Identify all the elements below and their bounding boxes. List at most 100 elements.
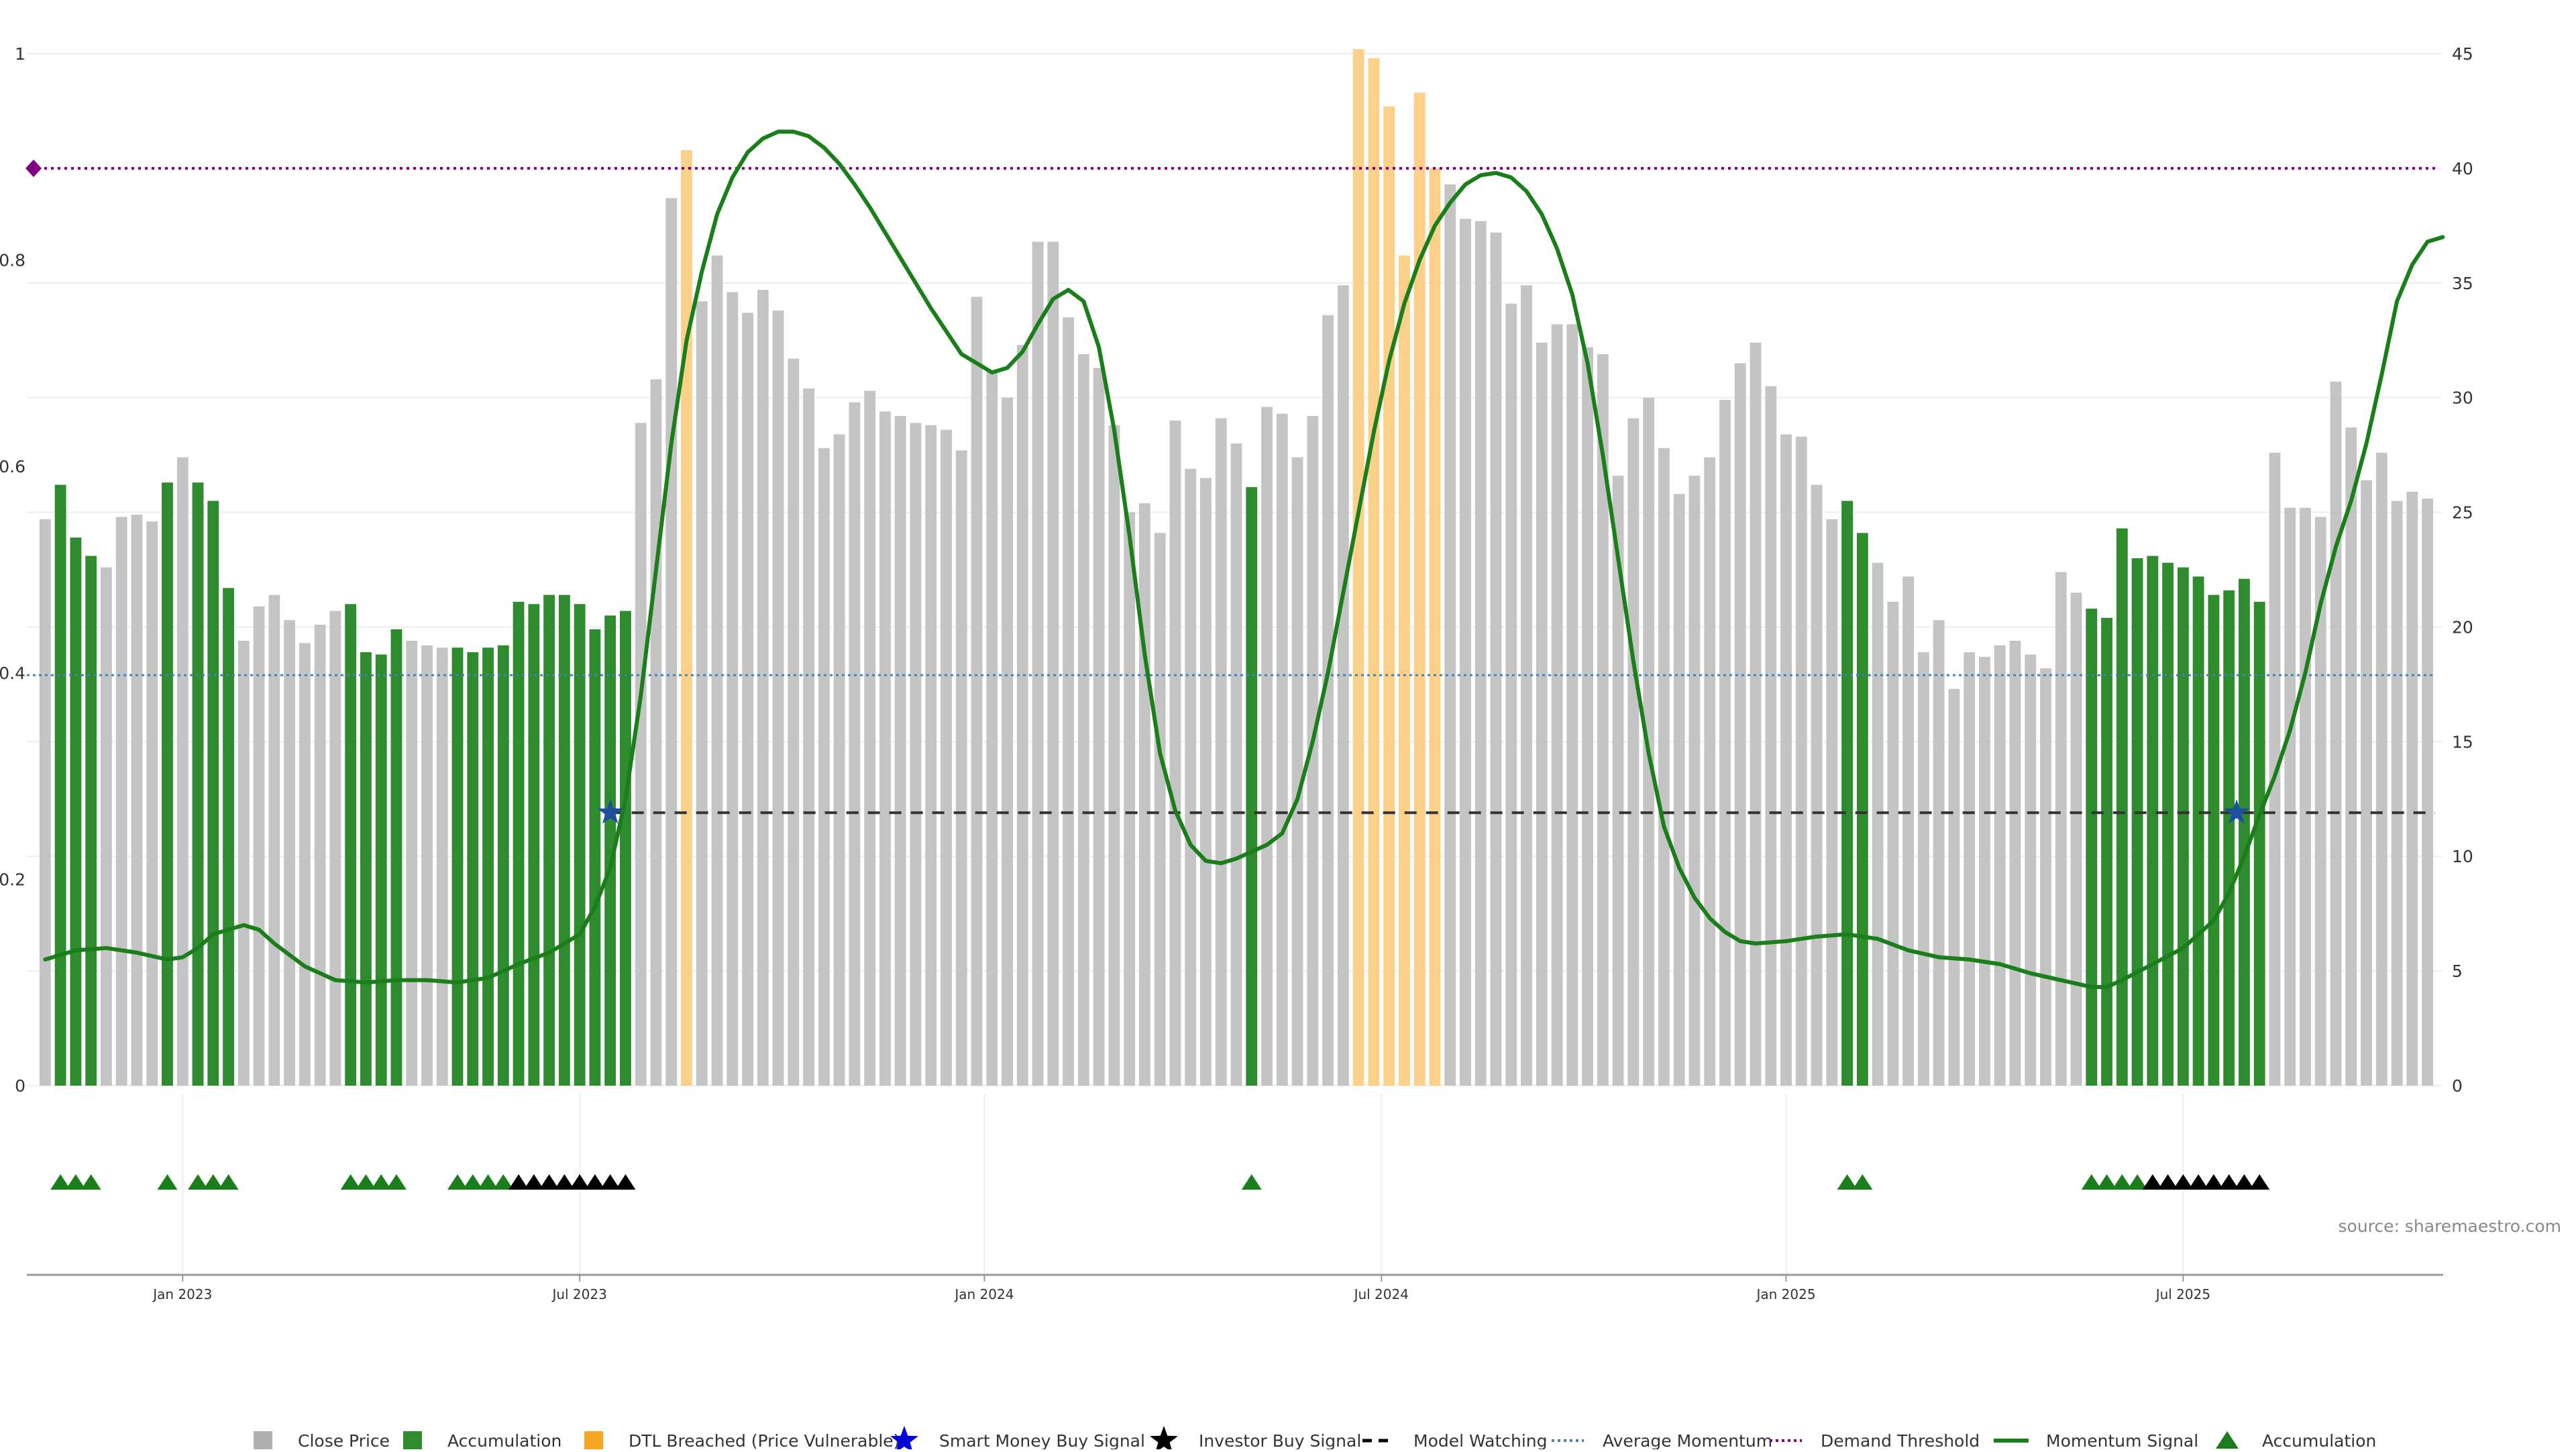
close-price-bar xyxy=(1612,475,1624,1086)
accumulation-triangle xyxy=(50,1174,71,1190)
close-price-bar xyxy=(1276,413,1288,1086)
close-price-bar xyxy=(2269,452,2281,1086)
close-price-bar xyxy=(1536,342,1548,1086)
legend-item-mom: Momentum Signal xyxy=(1994,1431,2198,1451)
right-axis-tick-label: 40 xyxy=(2452,159,2473,178)
investor-buy-triangle xyxy=(2203,1174,2224,1190)
accumulation-triangle xyxy=(386,1174,407,1190)
close-price-bar xyxy=(650,379,662,1086)
accumulation-bar xyxy=(2239,578,2250,1086)
close-price-bar xyxy=(1811,484,1823,1086)
close-price-bar xyxy=(1291,457,1303,1086)
accumulation-bar xyxy=(482,647,494,1086)
close-price-bar xyxy=(2314,517,2326,1086)
accumulation-bar xyxy=(207,501,219,1086)
accumulation-bar xyxy=(162,482,173,1086)
close-price-bar xyxy=(1215,418,1227,1086)
close-price-bar xyxy=(1933,620,1945,1086)
accumulation-bar xyxy=(620,611,631,1086)
right-axis-tick-label: 20 xyxy=(2452,617,2473,637)
accumulation-triangle xyxy=(1837,1174,1858,1190)
accumulation-bar xyxy=(2208,594,2220,1086)
investor-buy-triangle xyxy=(570,1174,590,1190)
close-price-bar xyxy=(1765,386,1777,1086)
close-price-bar xyxy=(421,645,433,1086)
dtl-breached-bar xyxy=(1352,49,1364,1086)
close-price-bar xyxy=(1460,219,1471,1086)
close-price-bar xyxy=(1917,652,1929,1086)
close-price-bar xyxy=(1016,345,1028,1086)
close-price-bar xyxy=(131,514,143,1086)
accumulation-triangle xyxy=(1241,1174,1262,1190)
accumulation-bar xyxy=(1246,486,1258,1086)
close-price-bar xyxy=(1673,494,1685,1086)
dtl-breached-bar xyxy=(681,150,692,1086)
legend-swatch-dtl xyxy=(584,1431,603,1450)
close-price-bar xyxy=(284,620,296,1086)
accumulation-bar xyxy=(2177,567,2189,1086)
accumulation-triangle xyxy=(371,1174,392,1190)
close-price-bar xyxy=(2284,507,2296,1086)
accumulation-bar xyxy=(2147,556,2159,1086)
close-price-bar xyxy=(1108,425,1120,1086)
close-price-bar xyxy=(1169,420,1181,1086)
demand-threshold-marker xyxy=(25,159,42,177)
close-price-bar xyxy=(1154,533,1166,1086)
investor-buy-triangle xyxy=(2249,1174,2270,1190)
legend-label: Momentum Signal xyxy=(2046,1431,2198,1449)
legend-item-investor: Investor Buy Signal xyxy=(1150,1426,1361,1452)
accumulation-bar xyxy=(54,484,66,1086)
close-price-bar xyxy=(1826,519,1838,1086)
close-price-bar xyxy=(1902,576,1915,1086)
close-price-bar xyxy=(1521,285,1532,1086)
signal-panel xyxy=(50,1174,2270,1190)
close-price-bar xyxy=(1979,656,1990,1086)
accumulation-bar xyxy=(2253,601,2265,1086)
close-price-bar xyxy=(1077,354,1089,1086)
accumulation-bar xyxy=(2223,590,2235,1086)
close-price-bar xyxy=(910,423,922,1086)
close-price-bar xyxy=(925,425,937,1086)
legend-swatch-accum xyxy=(403,1431,422,1450)
investor-buy-triangle xyxy=(2173,1174,2194,1190)
momentum-signal-line xyxy=(43,129,2445,990)
close-price-bar xyxy=(941,429,952,1086)
legend-item-dtl: DTL Breached (Price Vulnerable) xyxy=(584,1431,900,1451)
investor-buy-triangle xyxy=(2218,1174,2239,1190)
legend-label: Accumulation xyxy=(447,1431,561,1449)
close-price-bar xyxy=(1124,512,1136,1086)
close-price-bar xyxy=(1337,285,1349,1086)
accumulation-triangle xyxy=(2096,1174,2117,1190)
accumulation-triangle xyxy=(2112,1174,2133,1190)
legend-item-tri: Accumulation xyxy=(2216,1431,2376,1451)
indicator-lines xyxy=(25,129,2445,990)
accumulation-triangle xyxy=(1852,1174,1873,1190)
close-price-bar xyxy=(1964,652,1976,1086)
close-price-bar xyxy=(1261,407,1273,1086)
close-price-bar xyxy=(2375,452,2387,1086)
close-price-bar xyxy=(237,640,250,1086)
close-price-bar xyxy=(1688,475,1701,1086)
close-price-bar xyxy=(2345,427,2357,1086)
price-bars xyxy=(39,49,2434,1086)
accumulation-bar xyxy=(2131,558,2143,1086)
close-price-bar xyxy=(1138,503,1150,1086)
right-axis-tick-label: 25 xyxy=(2452,503,2473,523)
accumulation-bar xyxy=(192,482,204,1086)
close-price-bar xyxy=(1002,397,1013,1086)
left-axis-tick-label: 0 xyxy=(15,1076,25,1096)
legend-label: Close Price xyxy=(298,1431,390,1449)
accumulation-bar xyxy=(604,615,616,1086)
investor-buy-triangle xyxy=(615,1174,636,1190)
close-price-bar xyxy=(803,388,815,1086)
accumulation-triangle xyxy=(157,1174,178,1190)
close-price-bar xyxy=(2330,381,2342,1086)
accumulation-triangle xyxy=(447,1174,468,1190)
close-price-bar xyxy=(406,640,418,1086)
accumulation-bar xyxy=(70,537,82,1086)
close-price-bar xyxy=(1582,347,1594,1086)
close-price-bar xyxy=(1994,645,2006,1086)
accumulation-triangle xyxy=(2127,1174,2148,1190)
